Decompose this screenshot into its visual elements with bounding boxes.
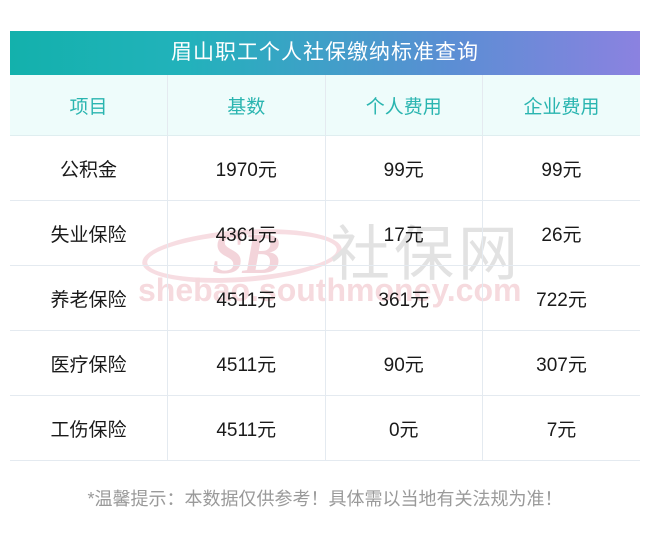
social-insurance-fee-table: 项目 基数 个人费用 企业费用 公积金 1970元 99元 99元 失业保险 4…: [10, 75, 640, 461]
cell-company: 7元: [482, 395, 640, 461]
cell-item: 医疗保险: [10, 330, 168, 396]
cell-item: 公积金: [10, 135, 168, 201]
table-row: 失业保险 4361元 17元 26元: [10, 200, 640, 266]
cell-item: 养老保险: [10, 265, 168, 331]
cell-base: 4511元: [167, 265, 326, 331]
column-header-personal: 个人费用: [325, 75, 483, 136]
fee-table-wrapper: 项目 基数 个人费用 企业费用 公积金 1970元 99元 99元 失业保险 4…: [10, 75, 640, 461]
table-row: 医疗保险 4511元 90元 307元: [10, 330, 640, 396]
table-head: 项目 基数 个人费用 企业费用: [10, 75, 640, 136]
cell-personal: 90元: [325, 330, 483, 396]
page-title: 眉山职工个人社保缴纳标准查询: [10, 31, 640, 75]
cell-company: 26元: [482, 200, 640, 266]
table-row: 公积金 1970元 99元 99元: [10, 135, 640, 201]
cell-personal: 99元: [325, 135, 483, 201]
cell-personal: 17元: [325, 200, 483, 266]
cell-item: 工伤保险: [10, 395, 168, 461]
table-body: 公积金 1970元 99元 99元 失业保险 4361元 17元 26元 养老保…: [10, 135, 640, 461]
cell-personal: 361元: [325, 265, 483, 331]
cell-personal: 0元: [325, 395, 483, 461]
cell-base: 1970元: [167, 135, 326, 201]
table-row: 养老保险 4511元 361元 722元: [10, 265, 640, 331]
column-header-item: 项目: [10, 75, 168, 136]
cell-base: 4511元: [167, 330, 326, 396]
cell-item: 失业保险: [10, 200, 168, 266]
cell-base: 4511元: [167, 395, 326, 461]
table-header-row: 项目 基数 个人费用 企业费用: [10, 75, 640, 136]
cell-company: 99元: [482, 135, 640, 201]
column-header-company: 企业费用: [482, 75, 640, 136]
column-header-base: 基数: [167, 75, 326, 136]
table-row: 工伤保险 4511元 0元 7元: [10, 395, 640, 461]
cell-base: 4361元: [167, 200, 326, 266]
cell-company: 307元: [482, 330, 640, 396]
disclaimer-note: *温馨提示：本数据仅供参考！具体需以当地有关法规为准！: [87, 489, 563, 509]
cell-company: 722元: [482, 265, 640, 331]
